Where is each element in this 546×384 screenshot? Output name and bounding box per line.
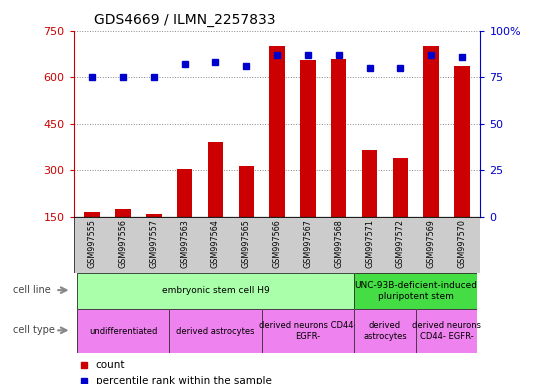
Text: count: count bbox=[96, 360, 125, 370]
Text: GSM997563: GSM997563 bbox=[180, 219, 189, 268]
Bar bbox=[115, 209, 130, 263]
Bar bbox=[424, 46, 439, 263]
Text: percentile rank within the sample: percentile rank within the sample bbox=[96, 376, 271, 384]
Text: derived astrocytes: derived astrocytes bbox=[176, 327, 255, 336]
Text: embryonic stem cell H9: embryonic stem cell H9 bbox=[162, 286, 269, 295]
Text: derived neurons
CD44- EGFR-: derived neurons CD44- EGFR- bbox=[412, 321, 481, 341]
Bar bbox=[208, 142, 223, 263]
Bar bbox=[393, 158, 408, 263]
Bar bbox=[146, 214, 162, 263]
Text: derived
astrocytes: derived astrocytes bbox=[363, 321, 407, 341]
Text: GSM997570: GSM997570 bbox=[458, 219, 466, 268]
Text: UNC-93B-deficient-induced
pluripotent stem: UNC-93B-deficient-induced pluripotent st… bbox=[354, 281, 477, 301]
Bar bbox=[85, 212, 100, 263]
Bar bbox=[331, 59, 346, 263]
Bar bbox=[454, 66, 470, 263]
Bar bbox=[300, 60, 316, 263]
Text: GSM997571: GSM997571 bbox=[365, 219, 374, 268]
Text: GSM997572: GSM997572 bbox=[396, 219, 405, 268]
Bar bbox=[239, 166, 254, 263]
Bar bbox=[362, 150, 377, 263]
Text: GSM997555: GSM997555 bbox=[88, 219, 97, 268]
Text: GSM997564: GSM997564 bbox=[211, 219, 220, 268]
Text: GSM997568: GSM997568 bbox=[334, 219, 343, 268]
Text: GSM997565: GSM997565 bbox=[242, 219, 251, 268]
Text: GSM997569: GSM997569 bbox=[426, 219, 436, 268]
Text: GSM997557: GSM997557 bbox=[150, 219, 158, 268]
Text: cell line: cell line bbox=[13, 285, 51, 295]
Text: GSM997567: GSM997567 bbox=[304, 219, 312, 268]
Text: GDS4669 / ILMN_2257833: GDS4669 / ILMN_2257833 bbox=[94, 13, 276, 27]
Text: derived neurons CD44-
EGFR-: derived neurons CD44- EGFR- bbox=[259, 321, 357, 341]
Text: cell type: cell type bbox=[13, 325, 55, 335]
Text: GSM997566: GSM997566 bbox=[272, 219, 282, 268]
Bar bbox=[269, 46, 285, 263]
Text: GSM997556: GSM997556 bbox=[118, 219, 128, 268]
Text: undifferentiated: undifferentiated bbox=[89, 327, 157, 336]
Bar bbox=[177, 169, 192, 263]
